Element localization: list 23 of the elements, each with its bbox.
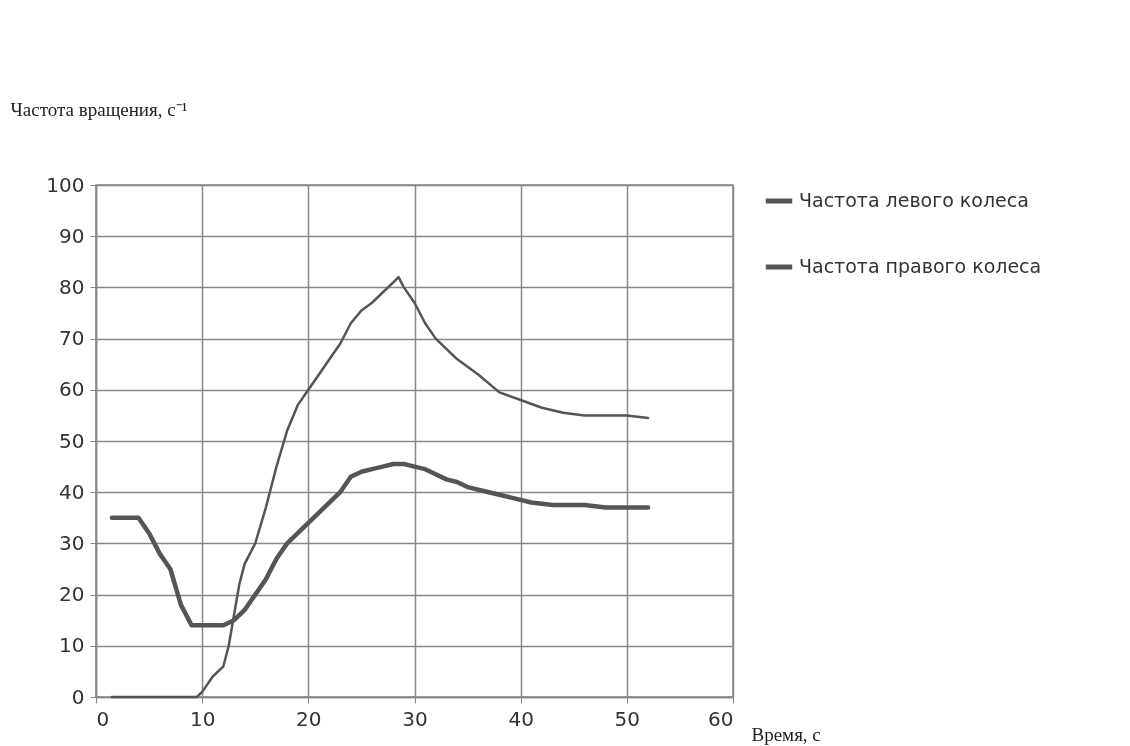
- y-tick-label: 80: [59, 274, 85, 299]
- x-tick-label: 0: [96, 706, 110, 731]
- y-tick-label: 30: [59, 530, 85, 555]
- y-tick-label: 60: [59, 377, 85, 402]
- x-tick-label: 30: [402, 706, 428, 731]
- line-series: [110, 275, 650, 699]
- x-tick-label: 20: [296, 706, 322, 731]
- y-tick-label: 70: [59, 326, 85, 351]
- legend-label: Частота правого колеса: [799, 255, 1042, 277]
- x-axis-title: Время, с: [751, 723, 821, 745]
- y-tick-label: 100: [46, 172, 85, 197]
- y-tick-label: 20: [59, 582, 85, 607]
- y-tick-label: 0: [71, 684, 85, 709]
- y-axis-title: Частота вращения, с⁻¹: [10, 98, 188, 120]
- y-tick-label: 40: [59, 479, 85, 504]
- x-tick-label: 60: [708, 706, 734, 731]
- y-tick-label: 90: [59, 223, 85, 248]
- y-tick-label: 10: [59, 633, 85, 658]
- y-tick-label: 50: [59, 428, 85, 453]
- legend-label: Частота левого колеса: [799, 189, 1029, 211]
- x-tick-label: 50: [614, 706, 641, 731]
- x-tick-label: 40: [508, 706, 534, 731]
- x-tick-label: 10: [189, 706, 216, 731]
